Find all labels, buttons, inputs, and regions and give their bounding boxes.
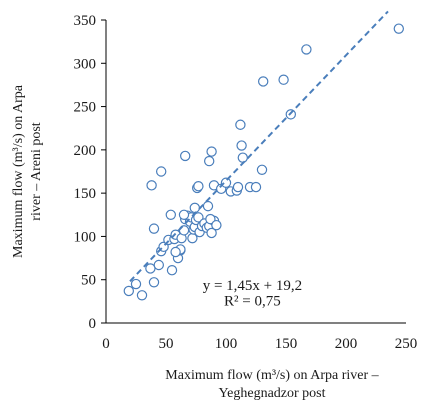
data-point [278,74,289,85]
r-squared-label: R² = 0,75 [224,294,281,310]
trendline [129,10,389,282]
data-point [202,200,214,212]
x-tick-label: 200 [335,336,358,352]
data-point [148,223,160,234]
data-point [170,246,181,258]
data-point [193,181,204,192]
data-point [189,202,200,214]
data-point [179,150,191,162]
data-point [258,76,269,87]
data-point [211,219,222,231]
data-point [256,164,268,175]
data-point [205,213,216,225]
y-tick-label: 150 [74,186,97,202]
data-point [130,278,142,290]
y-tick-label: 100 [74,229,97,245]
y-tick-label: 350 [74,13,97,29]
x-tick-label: 150 [275,336,298,352]
x-tick-labels: 0 50 100 150 200 250 [102,336,417,352]
x-axis-label-line-2: Yeghegnadzor post [218,386,325,401]
data-point [393,23,404,34]
data-point [146,180,157,191]
x-tick-label: 100 [215,336,238,352]
data-point [250,181,262,193]
y-tick-label: 250 [74,100,97,116]
data-point [232,181,244,193]
data-point [236,140,247,151]
x-axis-label-line-1: Maximum flow (m³/s) on Arpa river – [165,368,379,383]
data-point [166,264,178,276]
y-tick-label: 50 [81,273,96,289]
data-point [136,290,148,301]
x-tick-label: 250 [395,336,418,352]
data-points [123,23,404,301]
trendline-equation: y = 1,45x + 19,2 [203,278,302,294]
axes [105,20,406,324]
data-point [153,259,164,271]
data-point [178,209,190,220]
data-point [301,44,312,55]
y-tick-labels: 0 50 100 150 200 250 300 350 [74,13,106,332]
y-axis-label-line-2: river – Areni post [29,122,44,220]
data-point [220,177,232,188]
data-point [148,277,160,288]
data-point [206,227,217,239]
y-tick-label: 200 [74,143,97,159]
data-point [235,119,246,130]
x-tick-label: 0 [102,336,110,352]
data-point [165,209,176,220]
y-tick-label: 0 [89,316,97,332]
data-point [155,166,167,177]
data-point [123,285,135,297]
x-tick-label: 50 [159,336,174,352]
data-point [193,212,204,223]
y-tick-label: 300 [74,56,97,72]
data-point [203,155,215,167]
data-point [206,146,217,157]
y-axis-label-line-1: Maximum flow (m³/s) on Arpa [11,84,26,258]
data-point [237,152,248,163]
